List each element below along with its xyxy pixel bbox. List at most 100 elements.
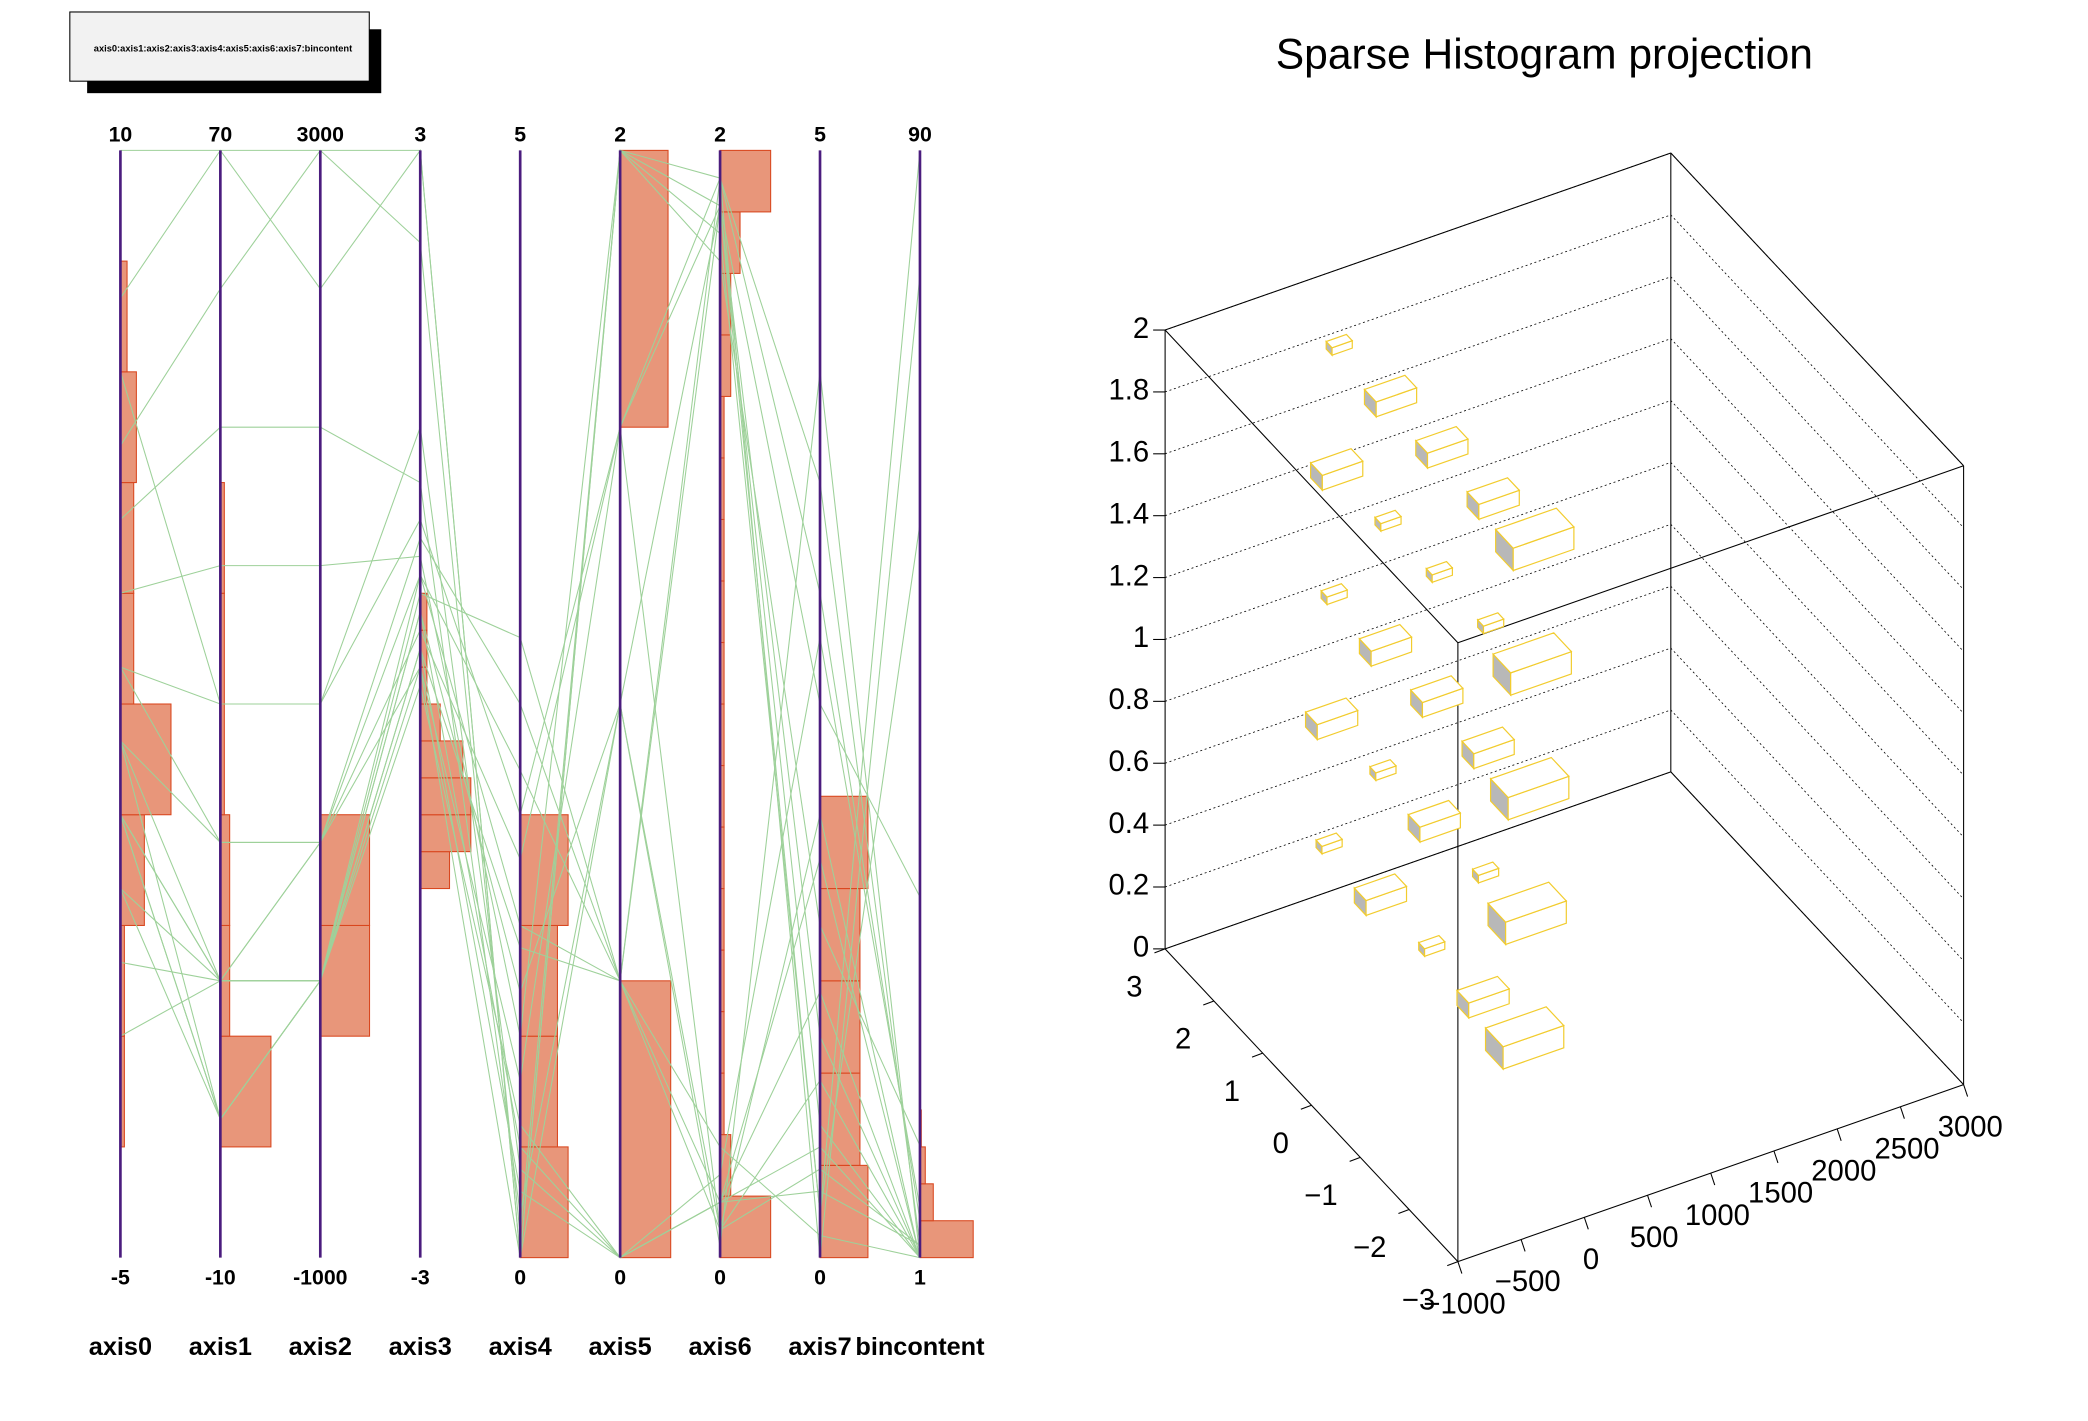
hist-bar (119, 371, 137, 484)
axis-max: 70 (209, 122, 233, 146)
hist-bar (819, 795, 869, 890)
lego-box (1492, 632, 1573, 697)
axis-min: 0 (714, 1266, 726, 1290)
hist-bar (619, 149, 669, 428)
lego-box (1368, 758, 1398, 782)
box-top (1304, 697, 1359, 726)
lego-box (1320, 583, 1349, 607)
z-tick-label: 1.2 (1108, 560, 1149, 592)
lego-box (1471, 861, 1500, 885)
frame-edge (1457, 465, 1964, 644)
lego-box (1455, 975, 1511, 1020)
x-tick (1836, 1128, 1842, 1142)
parallel-title: axis0:axis1:axis2:axis3:axis4:axis5:axis… (94, 44, 352, 54)
axis-min: -3 (411, 1266, 430, 1290)
box-top (1309, 448, 1364, 477)
x-tick (1710, 1172, 1716, 1186)
z-tick-label: 1.6 (1108, 437, 1149, 469)
z-tick-label: 0.6 (1108, 746, 1149, 778)
lego-box (1409, 675, 1464, 719)
lego-box (1486, 881, 1568, 946)
hist-bar (219, 814, 231, 926)
hist-bar (119, 703, 172, 816)
x-tick-label: 500 (1630, 1222, 1679, 1254)
box-top (1425, 560, 1454, 576)
x-tick (1457, 1261, 1463, 1274)
z-tick-label: 0.2 (1108, 870, 1149, 902)
axis-min: -5 (111, 1266, 130, 1290)
y-tick-label: −1 (1304, 1180, 1337, 1212)
y-tick (1251, 1052, 1263, 1058)
hist-bar (719, 1195, 772, 1259)
axis-max: 3000 (297, 122, 344, 146)
y-tick (1300, 1104, 1312, 1110)
axis-name: axis0 (89, 1333, 152, 1361)
hist-bar (919, 1183, 934, 1222)
frame-edge (1670, 771, 1964, 1085)
box-top (1315, 832, 1344, 848)
hist-bar (719, 334, 732, 397)
lego-box (1494, 507, 1575, 573)
box-top (1471, 861, 1500, 877)
x-tick-label: 2000 (1811, 1156, 1876, 1188)
x-tick-label: −1000 (1423, 1288, 1505, 1320)
z-tick-label: 0 (1133, 932, 1149, 964)
axis-max: 90 (908, 122, 932, 146)
y-tick-label: −2 (1353, 1232, 1386, 1264)
axis-name: axis1 (189, 1333, 252, 1361)
y-tick-label: 1 (1224, 1076, 1240, 1108)
axis-max: 2 (714, 122, 726, 146)
axis-name: bincontent (855, 1333, 985, 1361)
lego-box (1304, 697, 1359, 742)
box-top (1409, 675, 1464, 704)
axis-max: 5 (814, 122, 826, 146)
hist-bar (619, 980, 672, 1259)
lego-box (1484, 1006, 1565, 1071)
x-tick-label: 2500 (1874, 1133, 1939, 1165)
hist-bar (519, 924, 558, 1037)
axis-max: 10 (109, 122, 133, 146)
frame-edge (1164, 329, 1459, 644)
box-top (1455, 975, 1511, 1004)
hist-bar (219, 1035, 272, 1148)
frame-edge (1164, 771, 1671, 950)
axis-name: axis7 (788, 1333, 851, 1361)
axis-max: 3 (414, 122, 426, 146)
axis-min: 1 (914, 1266, 926, 1290)
y-tick (1203, 1000, 1215, 1006)
frame-edge (1164, 152, 1671, 331)
box-top (1325, 333, 1354, 349)
lego-box (1407, 799, 1462, 844)
box-top (1368, 758, 1398, 774)
box-top (1414, 425, 1470, 454)
box-top (1492, 632, 1573, 674)
y-tick (1349, 1156, 1361, 1162)
hist-bar (919, 1220, 974, 1259)
axis-min: -10 (205, 1266, 236, 1290)
z-tick-label: 1.8 (1108, 375, 1149, 407)
y-tick-label: 0 (1273, 1128, 1289, 1160)
z-tick-label: 0.8 (1108, 684, 1149, 716)
lego-box (1373, 509, 1403, 533)
x-tick-label: 1500 (1748, 1178, 1813, 1210)
lego-box (1414, 425, 1470, 470)
box-top (1484, 1006, 1565, 1048)
axis-name: axis5 (589, 1333, 652, 1361)
box-top (1486, 881, 1568, 923)
lego-box (1315, 832, 1344, 856)
axis-min: -1000 (293, 1266, 347, 1290)
y-tick-label: 3 (1126, 972, 1142, 1004)
lego-box (1476, 612, 1505, 636)
box-top (1407, 799, 1462, 828)
axis-max: 5 (514, 122, 526, 146)
x-tick (1963, 1084, 1969, 1097)
box-top (1417, 934, 1446, 950)
frame-edge (1670, 152, 1964, 467)
lego-box (1466, 477, 1521, 521)
lego-box (1460, 726, 1516, 771)
box-top (1460, 726, 1516, 755)
x-tick (1520, 1239, 1526, 1252)
box-top (1363, 374, 1418, 403)
y-tick (1447, 1261, 1459, 1267)
